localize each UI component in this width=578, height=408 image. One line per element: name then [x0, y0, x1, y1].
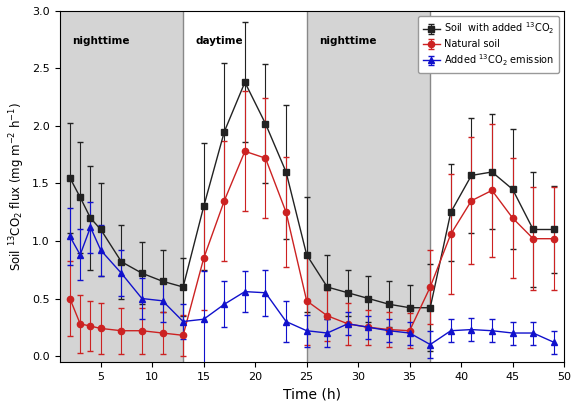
Text: nighttime: nighttime	[319, 36, 376, 46]
Text: daytime: daytime	[443, 36, 490, 46]
X-axis label: Time (h): Time (h)	[283, 387, 341, 401]
Bar	[307, 11, 430, 362]
Text: nighttime: nighttime	[72, 36, 129, 46]
Legend: Soil  with added $^{13}$CO$_2$, Natural soil, Added $^{13}$CO$_2$ emission: Soil with added $^{13}$CO$_2$, Natural s…	[418, 16, 559, 73]
Y-axis label: Soil $^{13}$CO$_2$ flux (mg m$^{-2}$ h$^{-1}$): Soil $^{13}$CO$_2$ flux (mg m$^{-2}$ h$^…	[7, 102, 27, 271]
Bar	[60, 11, 183, 362]
Text: daytime: daytime	[195, 36, 243, 46]
